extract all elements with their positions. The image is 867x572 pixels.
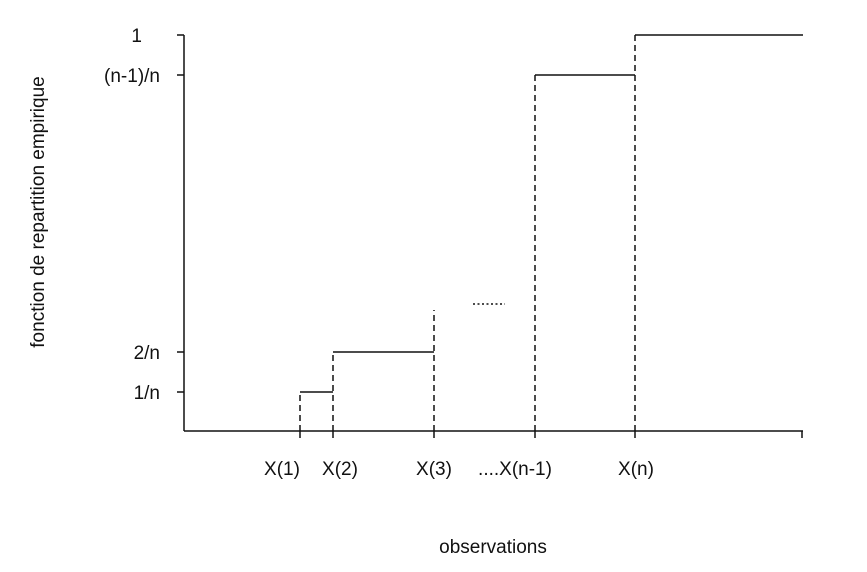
ecdf-steps bbox=[300, 34, 803, 393]
x-axis-title: observations bbox=[439, 537, 547, 558]
x-tick-label-2: X(2) bbox=[322, 459, 358, 480]
y-axis-title: fonction de repartition empirique bbox=[28, 76, 49, 347]
x-tick-label-3: X(3) bbox=[416, 459, 452, 480]
y-tick-label-4: 1 bbox=[131, 26, 142, 47]
y-tick-label-3: (n-1)/n bbox=[104, 66, 160, 87]
x-axis: X(1) X(2) X(3) ....X(n-1) X(n) bbox=[184, 430, 803, 480]
x-tick-label-5: X(n) bbox=[618, 459, 654, 480]
y-tick-label-2: 2/n bbox=[134, 343, 160, 364]
x-tick-label-4: ....X(n-1) bbox=[478, 459, 552, 480]
ecdf-jumps bbox=[299, 35, 636, 431]
y-axis: 1/n 2/n (n-1)/n 1 bbox=[104, 26, 185, 431]
x-tick-label-1: X(1) bbox=[264, 459, 300, 480]
y-tick-label-1: 1/n bbox=[134, 383, 160, 404]
